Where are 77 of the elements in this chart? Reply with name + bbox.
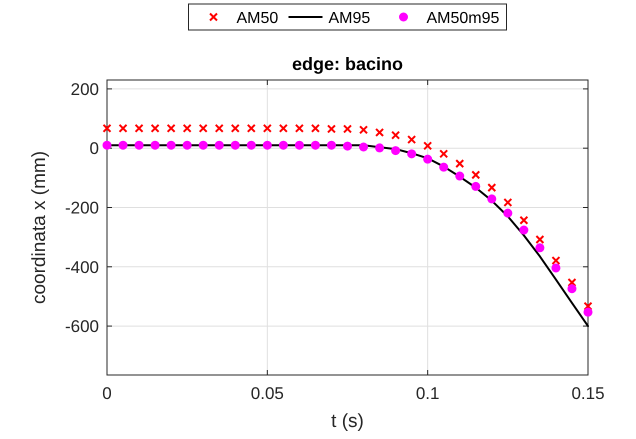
y-tick-label: -400 [64, 258, 99, 277]
point [519, 226, 528, 235]
point [102, 124, 112, 133]
point [503, 208, 512, 218]
point [134, 124, 144, 133]
y-tick-label: -200 [64, 198, 99, 218]
point [134, 140, 144, 150]
point [182, 124, 192, 133]
point [166, 140, 176, 150]
point [150, 140, 160, 150]
point [439, 149, 448, 158]
point [198, 124, 208, 133]
point [535, 235, 544, 244]
point [262, 140, 272, 150]
point [391, 146, 400, 156]
point [519, 216, 528, 225]
point [118, 140, 128, 150]
point [118, 124, 128, 133]
point [246, 124, 256, 133]
x-tick-label: 0.1 [416, 384, 440, 403]
point [230, 140, 240, 150]
y-tick-label: 200 [70, 80, 99, 99]
point [359, 142, 368, 152]
point [471, 182, 480, 191]
legend-label: AM95 [328, 10, 370, 27]
point [214, 124, 224, 133]
x-tick-label: 0.05 [250, 384, 284, 403]
point [294, 124, 304, 133]
legend-label: AM50 [236, 10, 278, 27]
point [535, 243, 544, 252]
point [567, 284, 576, 294]
point [326, 124, 336, 134]
chart-title: edge: bacino [292, 54, 404, 74]
point [246, 140, 256, 150]
point [310, 124, 320, 133]
point [423, 141, 432, 150]
point [343, 124, 352, 134]
point [551, 256, 560, 266]
point [487, 183, 496, 192]
point [214, 140, 224, 150]
point [551, 263, 560, 272]
point [584, 302, 592, 311]
point [359, 125, 368, 134]
x-tick-label: 0 [102, 384, 112, 403]
point [455, 172, 464, 181]
x-axis-title: t (s) [331, 411, 364, 432]
point [343, 142, 352, 151]
point [102, 140, 112, 150]
point [375, 143, 384, 152]
point [439, 162, 448, 172]
point [567, 278, 576, 287]
point [407, 135, 416, 144]
point [230, 124, 240, 133]
point [150, 124, 160, 133]
point [391, 130, 400, 140]
legend-label: AM50m95 [426, 10, 500, 27]
y-tick-label: -600 [64, 317, 99, 336]
point [584, 308, 592, 317]
point [423, 154, 432, 164]
point [407, 149, 416, 158]
point [198, 140, 208, 150]
point [278, 140, 288, 150]
point [294, 140, 304, 150]
x-tick-label: 0.15 [571, 384, 605, 403]
point [262, 124, 272, 133]
point [455, 159, 464, 168]
point [166, 124, 176, 133]
y-tick-label: 0 [90, 139, 99, 158]
point [326, 140, 336, 150]
point [487, 194, 496, 204]
y-axis-title: coordinata x (mm) [29, 150, 50, 304]
point [278, 124, 288, 133]
point [503, 198, 512, 207]
point [471, 170, 480, 180]
point [182, 140, 192, 150]
point [375, 128, 384, 137]
point [310, 140, 320, 150]
